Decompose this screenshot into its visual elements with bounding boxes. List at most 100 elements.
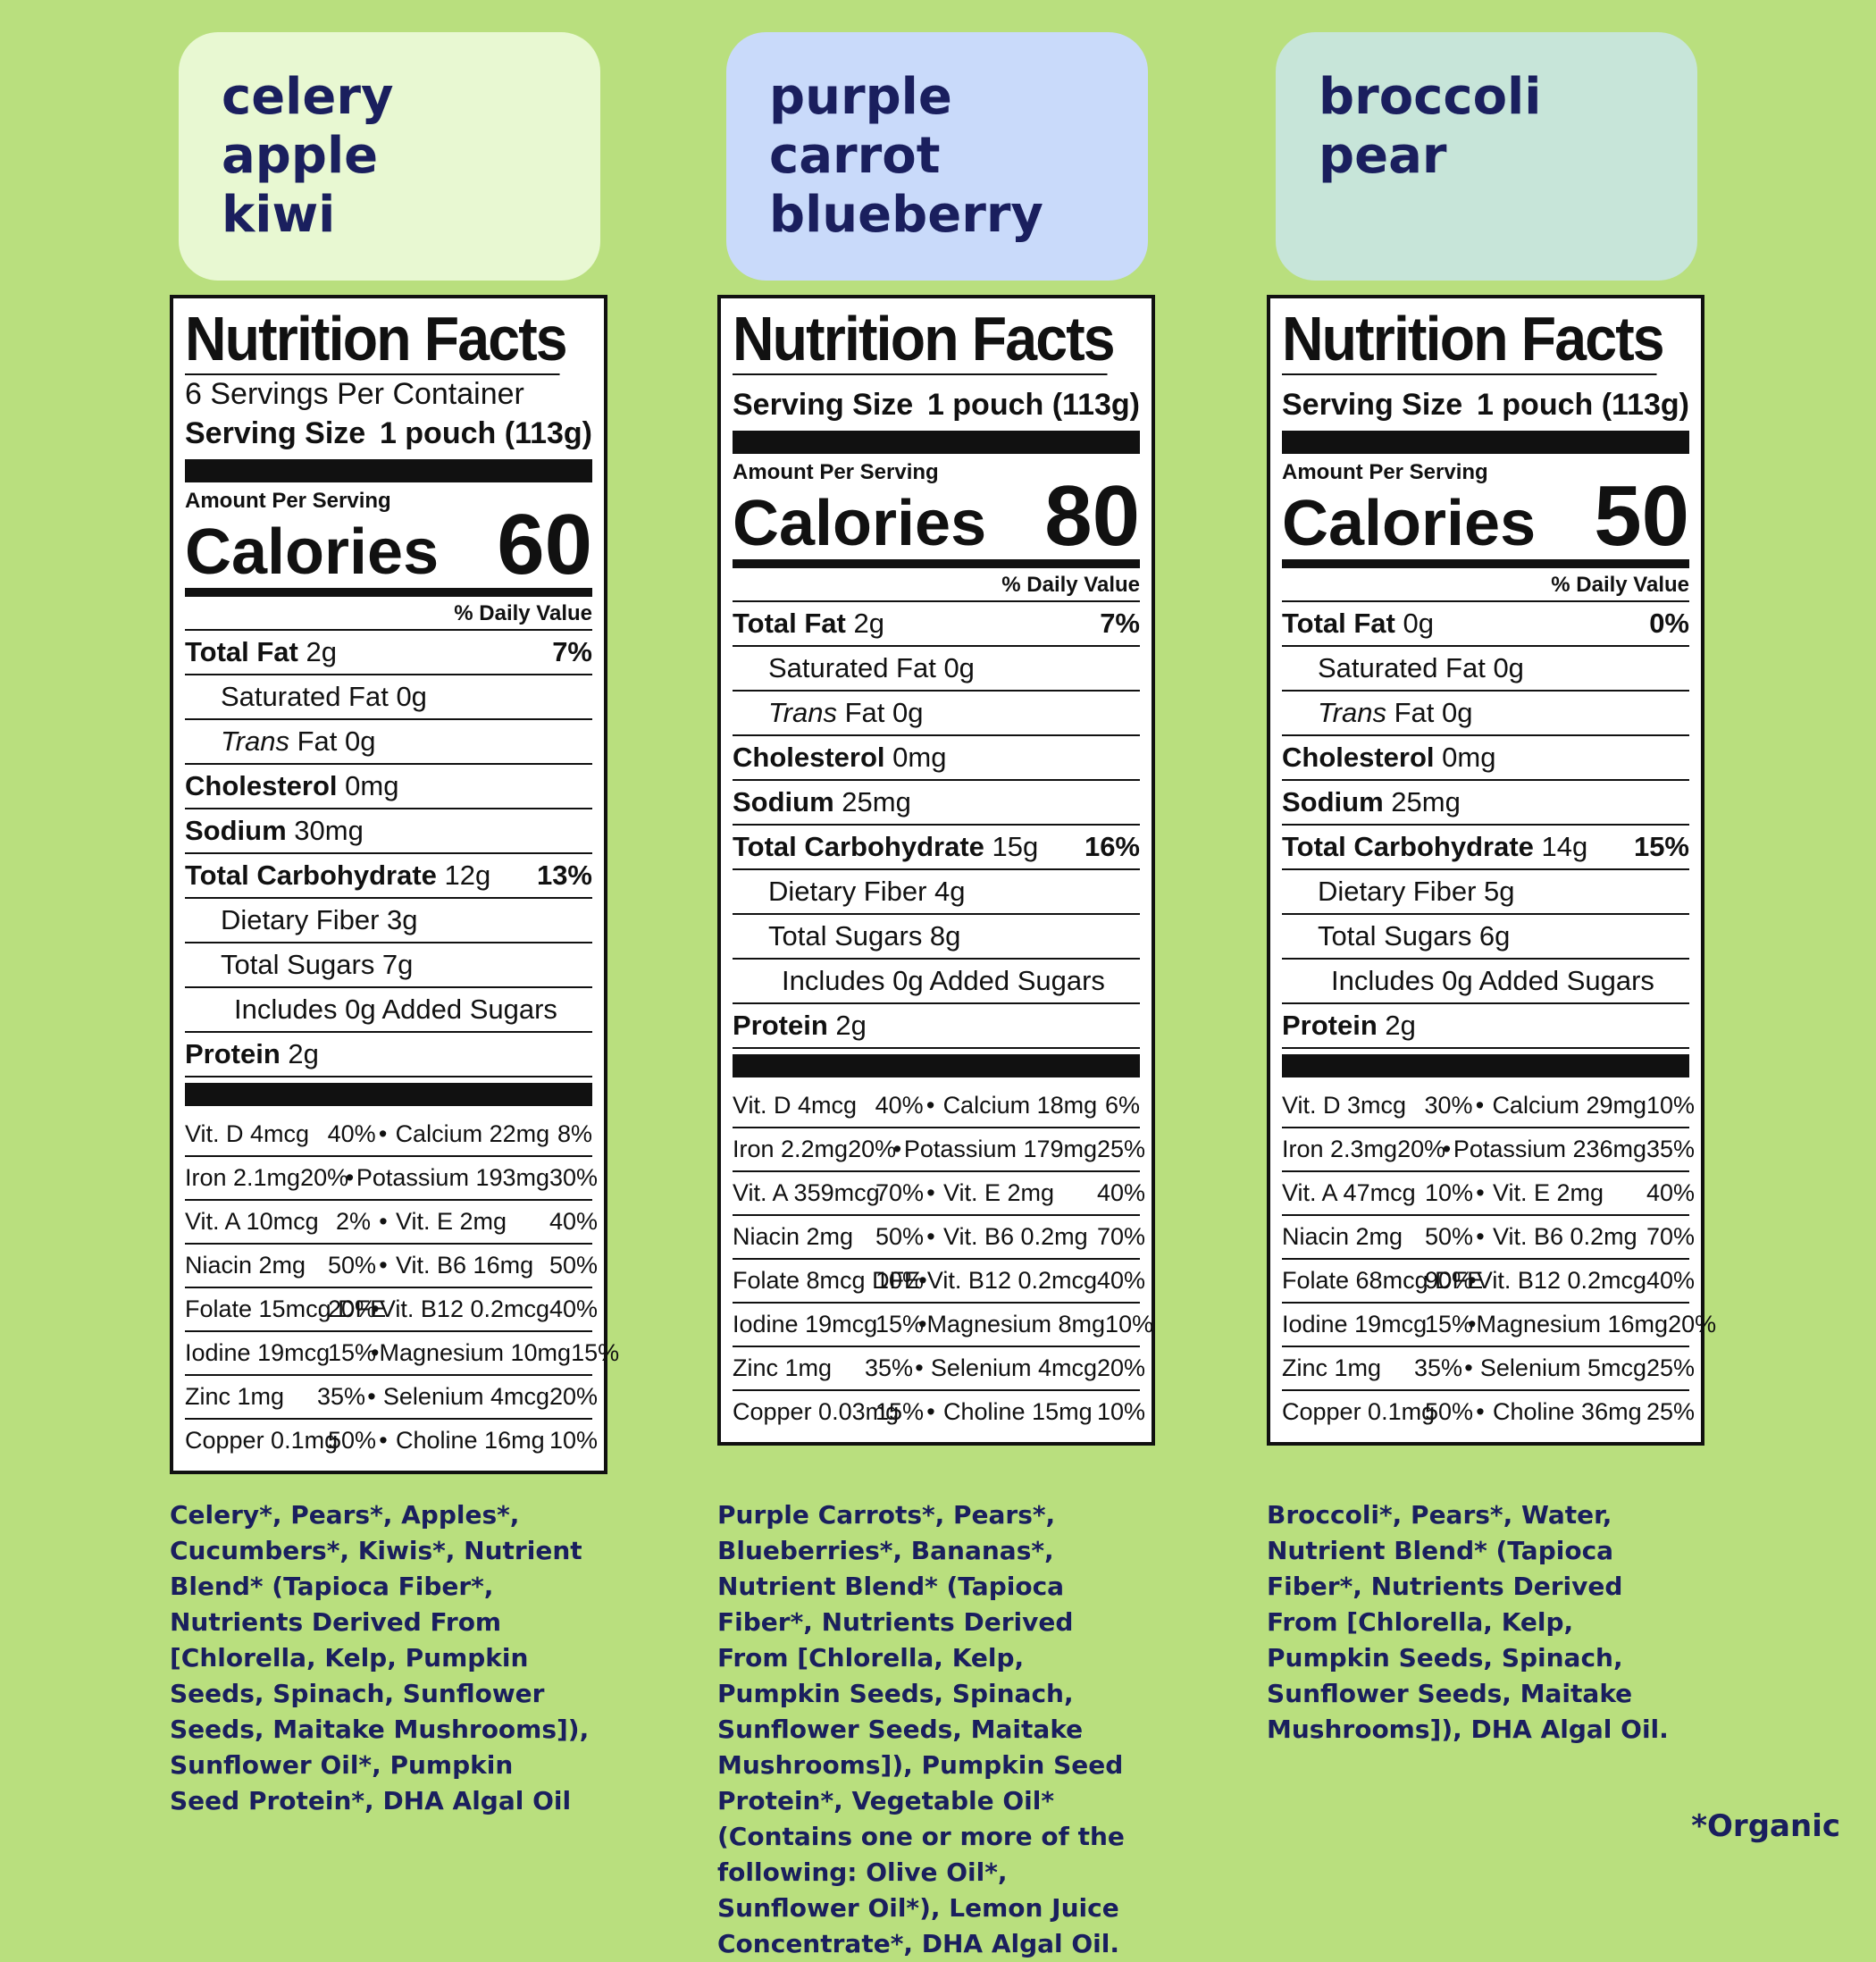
nutrient-amount: 2g	[853, 608, 884, 639]
vitamin-right-name: Vit. E 2mg	[396, 1208, 507, 1235]
nutrient-row: Cholesterol 0mg	[733, 736, 1140, 781]
vitamin-left-name: Iron 2.2mg	[733, 1136, 849, 1162]
bullet-separator: •	[918, 1267, 927, 1294]
bullet-separator: •	[367, 1383, 376, 1410]
vitamin-left-name: Vit. A 47mcg	[1282, 1179, 1416, 1206]
vitamin-right-name: Choline 36mg	[1493, 1398, 1642, 1425]
ingredients-text: Purple Carrots*, Pears*, Blueberries*, B…	[717, 1500, 1125, 1958]
vitamin-right-name: Calcium 18mg	[942, 1092, 1098, 1119]
nutrient-name: Total Carbohydrate 15g	[733, 826, 1038, 868]
bullet-separator: •	[1476, 1398, 1485, 1425]
nutrient-row: Cholesterol 0mg	[1282, 736, 1689, 781]
nutrient-row: Cholesterol 0mg	[185, 765, 592, 809]
nutrient-amount: 2g	[306, 636, 337, 667]
daily-value-header: % Daily Value	[1282, 572, 1689, 602]
nutrient-name: Trans Fat 0g	[185, 720, 375, 763]
vitamin-row: Copper 0.03mg 15% • Choline 15mg 10%	[733, 1391, 1145, 1433]
vitamin-right-percent: 20%	[549, 1383, 599, 1410]
vitamin-left-name: Folate 8mcg DFE	[733, 1267, 921, 1294]
nutrient-name: Saturated Fat 0g	[733, 647, 975, 690]
nutrient-bold-label: Total Fat	[1282, 608, 1395, 639]
vitamin-left-percent: 70%	[875, 1179, 925, 1206]
medium-rule	[185, 588, 592, 597]
nutrient-name: Cholesterol 0mg	[185, 765, 398, 808]
vitamin-right-name: Magnesium 8mg	[926, 1311, 1106, 1337]
nutrient-row: Total Carbohydrate 14g 15%	[1282, 826, 1689, 870]
bullet-separator: •	[378, 1120, 388, 1147]
vitamin-left-percent: 15%	[1425, 1311, 1474, 1337]
vitamin-row: Copper 0.1mg 50% • Choline 16mg 10%	[185, 1420, 598, 1462]
vitamin-left-percent: 2%	[335, 1208, 371, 1235]
vitamin-row: Iron 2.3mg 20% • Potassium 236mg 35%	[1282, 1128, 1695, 1172]
vitamin-right-percent: 40%	[1097, 1267, 1146, 1294]
serving-size-label: Serving Size	[185, 416, 366, 450]
nutrient-bold-label: Cholesterol	[185, 770, 338, 801]
vitamin-right-name: Potassium 179mg	[903, 1136, 1097, 1162]
vitamin-left-percent: 35%	[317, 1383, 366, 1410]
vitamin-left-percent: 40%	[327, 1120, 376, 1147]
nutrient-daily-value: 13%	[536, 859, 592, 891]
vitamin-row: Iron 2.2mg 20% • Potassium 179mg 25%	[733, 1128, 1146, 1172]
nutrient-bold-label: Cholesterol	[733, 742, 885, 773]
amount-per-serving: Amount Per Serving	[185, 489, 391, 513]
vitamin-row: Vit. D 3mcg 30% • Calcium 29mg 10%	[1282, 1085, 1695, 1128]
nutrition-facts-title: Nutrition Facts	[1282, 304, 1665, 375]
thick-rule	[1282, 431, 1689, 454]
servings-per-container: 6 Servings Per Container	[185, 377, 524, 411]
serving-size-value: 1 pouch (113g)	[379, 416, 592, 450]
calories-value: 50	[1594, 468, 1689, 564]
nutrient-name: Total Carbohydrate 12g	[185, 854, 490, 897]
vitamin-left-percent: 20%	[848, 1136, 897, 1162]
nutrition-facts-title: Nutrition Facts	[185, 304, 568, 375]
vitamin-left-percent: 20%	[328, 1295, 377, 1322]
vitamin-row: Niacin 2mg 50% • Vit. B6 0.2mg 70%	[1282, 1216, 1695, 1260]
nutrient-row: Protein 2g	[1282, 1004, 1689, 1049]
vitamin-left-percent: 50%	[1425, 1223, 1474, 1250]
vitamin-right-name: Vit. B6 16mg	[396, 1252, 534, 1279]
vitamin-right-percent: 40%	[1646, 1179, 1696, 1206]
bullet-separator: •	[926, 1179, 935, 1206]
vitamin-right-name: Vit. E 2mg	[1493, 1179, 1604, 1206]
vitamin-row: Folate 68mcg DFE 90% • Vit. B12 0.2mcg 40%	[1282, 1260, 1695, 1304]
vitamin-row: Iodine 19mcg 15% • Magnesium 16mg 20%	[1282, 1304, 1716, 1347]
medium-rule	[733, 559, 1140, 568]
nutrient-daily-value: 15%	[1633, 831, 1689, 862]
nutrient-row: Saturated Fat 0g	[1282, 647, 1689, 692]
daily-value-header: % Daily Value	[185, 600, 592, 631]
nutrient-bold-label: Cholesterol	[1282, 742, 1435, 773]
calories-row: Calories 50	[1282, 468, 1689, 564]
nutrient-amount: Dietary Fiber 5g	[1318, 876, 1515, 907]
calories-label: Calories	[733, 488, 987, 559]
nutrient-name: Saturated Fat 0g	[185, 675, 427, 718]
calories-row: Calories 60	[185, 502, 592, 588]
vitamin-row: Niacin 2mg 50% • Vit. B6 0.2mg 70%	[733, 1216, 1145, 1260]
nutrient-amount: 2g	[1385, 1010, 1416, 1041]
thick-rule	[733, 1054, 1140, 1077]
vitamin-left-name: Copper 0.03mg	[733, 1398, 900, 1425]
vitamin-left-name: Folate 15mcg DFE	[185, 1295, 387, 1322]
nutrient-row: Includes 0g Added Sugars	[185, 988, 592, 1033]
vitamin-left-percent: 90%	[1425, 1267, 1474, 1294]
vitamin-right-percent: 25%	[1646, 1354, 1696, 1381]
nutrient-name: Total Sugars 7g	[185, 943, 413, 986]
calories-value: 80	[1044, 468, 1140, 564]
serving-size-value: 1 pouch (113g)	[1476, 388, 1689, 422]
nutrition-facts-label: Nutrition Facts 6 Servings Per Container S…	[170, 295, 619, 1474]
vitamin-right-percent: 30%	[549, 1164, 599, 1191]
calories-row: Calories 80	[733, 468, 1140, 564]
nutrient-name: Trans Fat 0g	[733, 692, 923, 734]
nutrient-name: Total Sugars 8g	[733, 915, 960, 958]
vitamin-row: Zinc 1mg 35% • Selenium 4mcg 20%	[733, 1347, 1145, 1391]
nutrient-amount: Fat 0g	[297, 725, 376, 757]
product-name-line: kiwi	[222, 186, 336, 244]
vitamin-left-percent: 20%	[1397, 1136, 1446, 1162]
vitamin-right-percent: 25%	[1097, 1136, 1146, 1162]
amount-per-serving: Amount Per Serving	[733, 460, 939, 484]
nutrient-amount: Fat 0g	[1394, 697, 1473, 728]
nutrient-name: Protein 2g	[733, 1004, 867, 1047]
nutrient-amount: Saturated Fat 0g	[768, 652, 975, 683]
amount-per-serving: Amount Per Serving	[1282, 460, 1488, 484]
bullet-separator: •	[926, 1223, 935, 1250]
vitamin-left-percent: 30%	[1424, 1092, 1473, 1119]
vitamin-left-name: Folate 68mcg DFE	[1282, 1267, 1484, 1294]
